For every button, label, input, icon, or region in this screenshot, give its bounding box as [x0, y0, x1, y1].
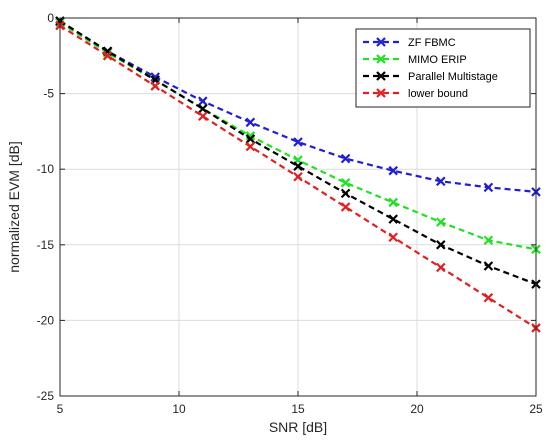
legend-item-parallel-multistage: Parallel Multistage	[363, 71, 498, 83]
marker-stroke	[388, 165, 398, 176]
data-point-mimo-erip	[388, 197, 398, 208]
data-point-lower-bound	[293, 171, 303, 182]
data-point-parallel-multistage	[436, 240, 446, 250]
x-axis-title: SNR [dB]	[269, 419, 327, 435]
legend-label: Parallel Multistage	[408, 71, 498, 83]
legend-item-lower-bound: lower bound	[363, 88, 468, 100]
marker-stroke	[388, 232, 398, 243]
marker-stroke	[102, 51, 113, 61]
data-point-parallel-multistage	[293, 161, 303, 171]
legend-marker	[376, 37, 386, 47]
marker-stroke	[245, 134, 256, 144]
data-point-zf-fbmc	[483, 182, 494, 193]
series-line-parallel-multistage	[59, 20, 537, 286]
marker-stroke	[293, 161, 303, 171]
marker-stroke	[340, 178, 351, 188]
marker-stroke	[340, 188, 351, 199]
data-point-mimo-erip	[436, 217, 446, 227]
marker-stroke	[436, 240, 446, 250]
legend-marker	[376, 54, 386, 64]
data-point-lower-bound	[198, 111, 208, 122]
legend-marker	[376, 88, 386, 98]
data-point-parallel-multistage	[388, 214, 398, 224]
data-point-lower-bound	[245, 141, 256, 152]
y-tick-label: -20	[37, 313, 55, 327]
legend-marker	[376, 71, 386, 81]
marker-stroke	[198, 103, 208, 114]
ticks: 5 10 15 20 25 0 -5 -10 -15 -20 -25	[37, 11, 543, 416]
marker-stroke	[340, 202, 351, 212]
marker-stroke	[376, 71, 386, 81]
marker-stroke	[376, 54, 386, 64]
marker-stroke	[436, 176, 446, 187]
marker-stroke	[483, 292, 494, 303]
marker-stroke	[245, 117, 256, 128]
data-point-parallel-multistage	[245, 134, 256, 144]
y-tick-label: -5	[43, 87, 54, 101]
data-point-zf-fbmc	[198, 96, 208, 106]
marker-stroke	[483, 261, 494, 271]
legend-item-mimo-erip: MIMO ERIP	[363, 54, 467, 66]
data-point-parallel-multistage	[483, 261, 494, 271]
marker-stroke	[198, 111, 208, 122]
marker-stroke	[150, 72, 160, 82]
marker-stroke	[340, 153, 351, 164]
marker-stroke	[388, 214, 398, 224]
marker-stroke	[483, 235, 494, 246]
y-tick-label: -25	[37, 389, 55, 403]
x-tick-label: 15	[291, 402, 305, 416]
data-point-zf-fbmc	[150, 72, 160, 82]
data-point-zf-fbmc	[436, 176, 446, 187]
legend: ZF FBMC MIMO ERIP Parallel Multistage lower…	[355, 28, 531, 108]
marker-stroke	[245, 131, 256, 141]
marker-stroke	[198, 96, 208, 106]
data-point-parallel-multistage	[340, 188, 351, 199]
data-point-lower-bound	[483, 292, 494, 303]
x-tick-label: 10	[172, 402, 186, 416]
data-point-lower-bound	[436, 262, 446, 273]
legend-item-zf-fbmc: ZF FBMC	[363, 37, 456, 49]
legend-label: MIMO ERIP	[408, 54, 467, 66]
marker-stroke	[388, 197, 398, 208]
legend-label: lower bound	[408, 88, 468, 100]
marker-stroke	[245, 141, 256, 152]
x-tick-label: 25	[529, 402, 543, 416]
x-tick-label: 20	[410, 402, 424, 416]
data-point-lower-bound	[150, 81, 160, 91]
data-point-lower-bound	[340, 202, 351, 212]
y-axis-title: normalized EVM [dB]	[6, 141, 22, 273]
marker-stroke	[483, 182, 494, 193]
data-point-mimo-erip	[340, 178, 351, 188]
y-tick-label: -15	[37, 238, 55, 252]
marker-stroke	[376, 88, 386, 98]
data-point-lower-bound	[102, 51, 113, 61]
data-point-zf-fbmc	[340, 153, 351, 164]
marker-stroke	[376, 37, 386, 47]
data-point-lower-bound	[388, 232, 398, 243]
data-point-zf-fbmc	[293, 137, 303, 147]
data-point-mimo-erip	[245, 131, 256, 141]
marker-stroke	[436, 262, 446, 273]
y-tick-label: -10	[37, 162, 55, 176]
data-point-zf-fbmc	[388, 165, 398, 176]
marker-stroke	[293, 137, 303, 147]
data-point-zf-fbmc	[245, 117, 256, 128]
marker-stroke	[293, 171, 303, 182]
y-tick-label: 0	[47, 11, 54, 25]
marker-stroke	[150, 81, 160, 91]
x-tick-label: 5	[57, 402, 64, 416]
series-line-zf-fbmc	[59, 20, 537, 193]
marker-stroke	[436, 217, 446, 227]
data-point-mimo-erip	[483, 235, 494, 246]
legend-label: ZF FBMC	[408, 37, 456, 49]
data-point-parallel-multistage	[198, 103, 208, 114]
